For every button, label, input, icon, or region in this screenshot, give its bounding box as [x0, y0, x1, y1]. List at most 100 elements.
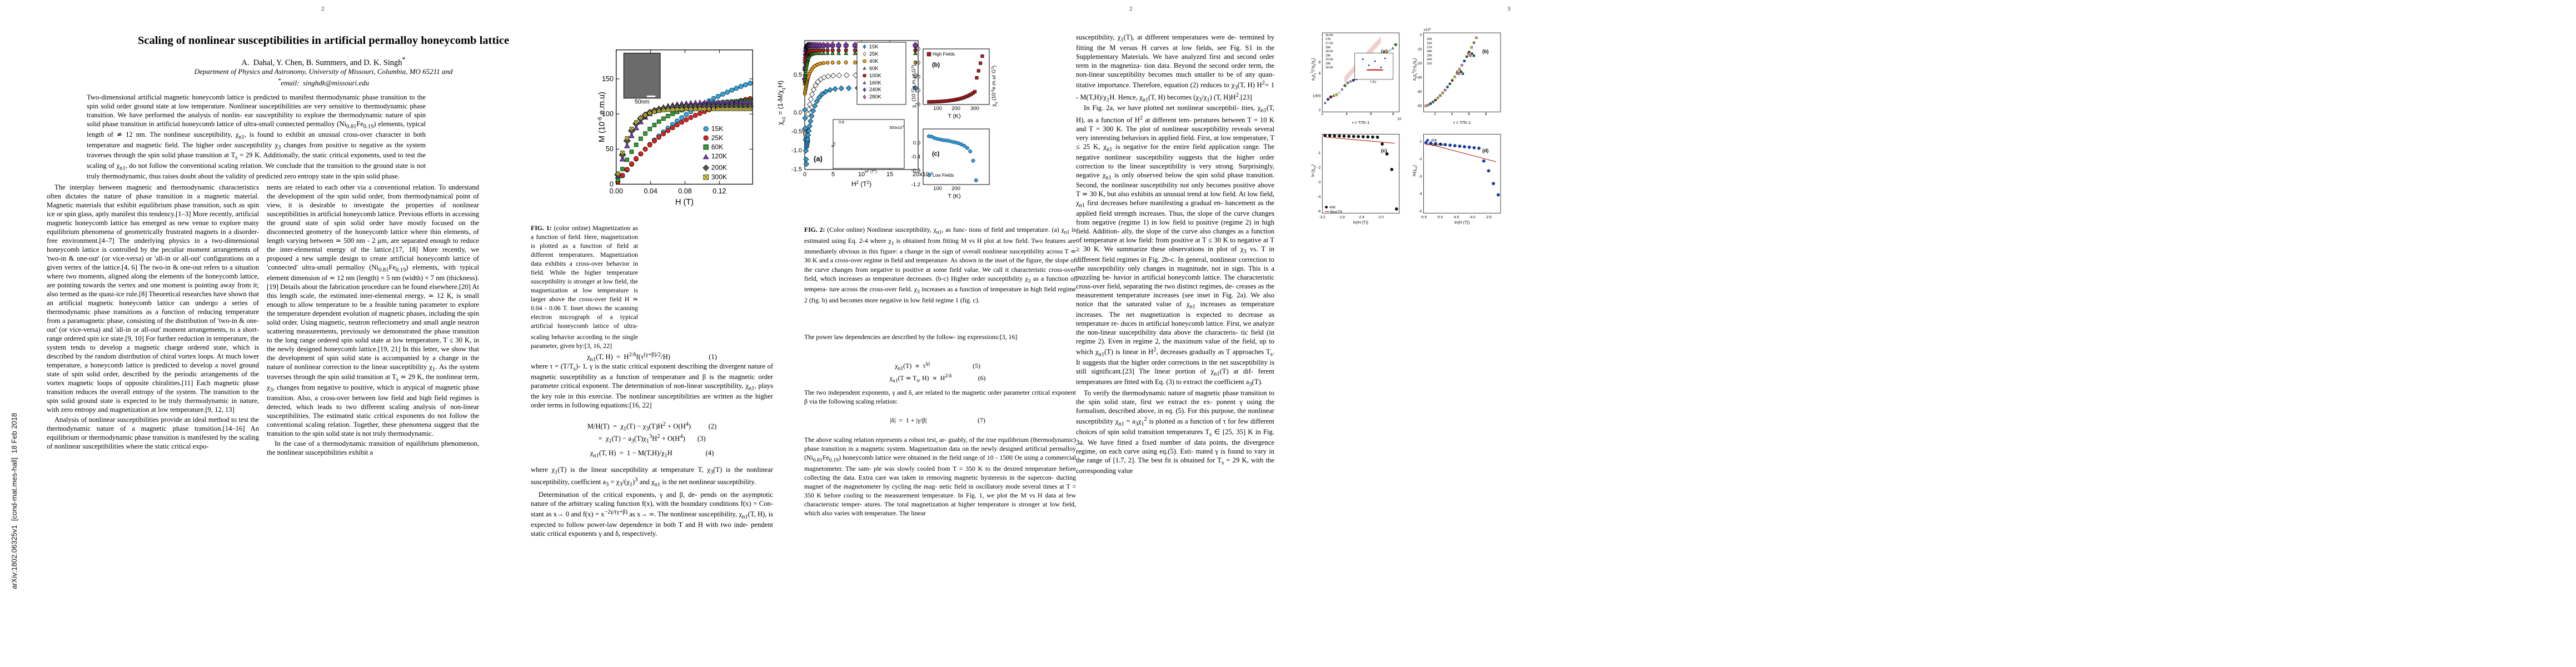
svg-text:0.0: 0.0	[794, 109, 802, 116]
svg-text:τ = T/Tc-1: τ = T/Tc-1	[1453, 120, 1471, 125]
svg-text:x103: x103	[1423, 27, 1431, 32]
svg-text:50nm: 50nm	[635, 98, 650, 105]
svg-text:30.5K: 30.5K	[1326, 66, 1333, 69]
svg-text:-1: -1	[1419, 140, 1422, 144]
svg-text:27.5K: 27.5K	[1326, 42, 1333, 46]
svg-text:-4.0: -4.0	[1469, 215, 1476, 219]
svg-text:25K: 25K	[711, 134, 724, 142]
svg-text:6: 6	[1319, 72, 1321, 76]
svg-text:15K: 15K	[711, 125, 724, 133]
svg-text:τ = T/Tc-1: τ = T/Tc-1	[1352, 120, 1369, 125]
svg-text:100: 100	[933, 106, 942, 112]
svg-text:60K: 60K	[869, 66, 879, 71]
svg-text:31K: 31K	[1427, 62, 1432, 66]
svg-text:-4.5: -4.5	[1453, 215, 1459, 219]
svg-text:4: 4	[1451, 112, 1453, 116]
svg-text:27K: 27K	[1427, 46, 1432, 49]
svg-text:-2: -2	[1317, 166, 1321, 170]
svg-text:-1.2: -1.2	[911, 182, 920, 188]
svg-text:29K: 29K	[1427, 54, 1432, 57]
svg-text:8: 8	[1485, 112, 1487, 116]
svg-text:0: 0	[803, 171, 806, 178]
svg-text:240K: 240K	[869, 87, 882, 92]
svg-text:26.5K: 26.5K	[1326, 34, 1333, 37]
svg-text:a3χ12(=χ3/χ1): a3χ12(=χ3/χ1)	[1311, 58, 1317, 81]
svg-text:-3.5: -3.5	[1485, 215, 1492, 219]
svg-text:40K: 40K	[1329, 206, 1336, 210]
svg-text:(b): (b)	[1482, 49, 1488, 54]
svg-text:200: 200	[951, 186, 960, 192]
svg-text:50: 50	[606, 145, 614, 153]
svg-text:Low Fields: Low Fields	[933, 173, 954, 178]
svg-text:0: 0	[1420, 33, 1422, 37]
svg-text:T (K): T (K)	[948, 113, 960, 120]
svg-text:30K: 30K	[1326, 62, 1331, 66]
svg-text:8: 8	[1319, 61, 1321, 64]
svg-text:-4: -4	[1419, 192, 1422, 196]
svg-text:0.00: 0.00	[610, 187, 623, 195]
svg-text:T (K): T (K)	[1370, 81, 1377, 84]
svg-text:-2: -2	[1419, 157, 1422, 161]
svg-text:0.8: 0.8	[839, 121, 844, 125]
svg-text:-1: -1	[1317, 151, 1321, 155]
svg-text:ln(χn1): ln(χn1)	[1412, 165, 1418, 176]
svg-text:(c): (c)	[932, 151, 940, 157]
svg-text:-0.5: -0.5	[791, 128, 802, 135]
svg-text:0.5: 0.5	[794, 72, 802, 78]
svg-text:-5.5: -5.5	[1421, 215, 1427, 219]
svg-text:-5.0: -5.0	[1437, 215, 1443, 219]
svg-text:150: 150	[602, 75, 614, 83]
svg-text:40K: 40K	[869, 58, 879, 64]
svg-text:-6: -6	[1317, 210, 1321, 213]
svg-text:0.04: 0.04	[644, 187, 657, 195]
svg-text:2: 2	[1434, 112, 1436, 116]
svg-text:Best Fit: Best Fit	[1432, 143, 1443, 147]
svg-text:28.5K: 28.5K	[1326, 50, 1333, 53]
svg-text:200K: 200K	[711, 163, 727, 171]
svg-text:-50: -50	[1417, 104, 1422, 108]
svg-text:ln (χn1): ln (χn1)	[1311, 165, 1317, 177]
svg-text:H2 (T2): H2 (T2)	[865, 169, 877, 174]
svg-text:4: 4	[1346, 112, 1348, 116]
svg-text:40: 40	[914, 46, 920, 52]
svg-text:40K: 40K	[1431, 139, 1438, 143]
svg-text:29K: 29K	[1326, 54, 1331, 57]
svg-text:ln(H (T)): ln(H (T))	[1353, 220, 1368, 225]
svg-text:8: 8	[1392, 112, 1394, 116]
svg-text:100K: 100K	[869, 73, 882, 78]
svg-text:1000: 1000	[1313, 94, 1321, 98]
svg-text:-0.8: -0.8	[911, 168, 920, 174]
svg-text:H2 (T2): H2 (T2)	[851, 180, 871, 188]
svg-text:ln(H (T)): ln(H (T))	[1454, 220, 1469, 225]
svg-text:Best Fit: Best Fit	[1331, 210, 1342, 214]
svg-text:2: 2	[1321, 112, 1323, 116]
svg-text:25K: 25K	[869, 51, 879, 57]
svg-text:6: 6	[1468, 112, 1470, 116]
svg-text:29.5K: 29.5K	[1326, 58, 1333, 62]
svg-text:-5: -5	[1419, 210, 1422, 213]
svg-text:15K: 15K	[869, 44, 879, 49]
svg-text:0: 0	[610, 180, 614, 188]
svg-text:28K: 28K	[1427, 50, 1432, 53]
svg-text:-3.2: -3.2	[1319, 215, 1326, 219]
svg-text:27K: 27K	[1326, 38, 1331, 41]
svg-text:0.0: 0.0	[913, 140, 920, 146]
svg-text:H (T): H (T)	[675, 198, 694, 207]
svg-text:-1.5: -1.5	[791, 166, 802, 173]
svg-text:-2.4: -2.4	[1358, 215, 1365, 219]
svg-text:120K: 120K	[711, 152, 727, 160]
svg-text:-2.8: -2.8	[1339, 215, 1346, 219]
svg-text:30K: 30K	[1427, 58, 1432, 62]
svg-text:χ3 (10-9e.m.u/ G3): χ3 (10-9e.m.u/ G3)	[991, 66, 999, 107]
svg-text:(a): (a)	[814, 155, 823, 163]
svg-text:0.08: 0.08	[678, 187, 691, 195]
svg-text:6: 6	[1370, 112, 1372, 116]
svg-text:-40: -40	[1417, 90, 1422, 94]
svg-text:-2.0: -2.0	[1378, 215, 1384, 219]
svg-text:T (K): T (K)	[948, 193, 960, 200]
svg-text:26K: 26K	[1427, 42, 1432, 46]
svg-text:5: 5	[831, 171, 835, 178]
svg-text:280K: 280K	[869, 94, 882, 99]
svg-text:10: 10	[1397, 117, 1402, 121]
svg-text:2: 2	[1319, 108, 1321, 112]
